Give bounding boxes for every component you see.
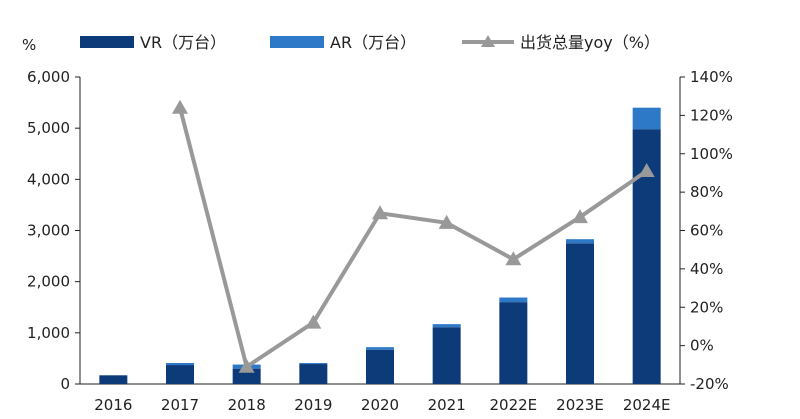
bar-vr bbox=[566, 243, 594, 384]
x-axis: 2016 2017 2018 2019 2020 2021 2022E 2023E 2024E bbox=[80, 383, 680, 414]
right-tick-label: 120% bbox=[690, 106, 733, 124]
x-tick-label: 2018 bbox=[228, 396, 266, 414]
left-tick-label: 3,000 bbox=[27, 222, 70, 240]
left-tick-label: 0 bbox=[60, 375, 70, 393]
x-tick-label: 2019 bbox=[294, 396, 332, 414]
legend-label-yoy: 出货总量yoy（%） bbox=[520, 33, 660, 52]
legend-swatch-ar bbox=[270, 36, 324, 48]
legend: VR（万台） AR（万台） 出货总量yoy（%） bbox=[80, 33, 660, 52]
bar-ar bbox=[432, 324, 461, 328]
x-tick-label: 2022E bbox=[490, 396, 538, 414]
bar-vr bbox=[499, 302, 528, 384]
bar-ar bbox=[566, 239, 594, 244]
bar-vr bbox=[299, 364, 328, 384]
yoy-point bbox=[505, 251, 522, 266]
legend-swatch-vr bbox=[80, 36, 134, 48]
legend-label-ar: AR（万台） bbox=[330, 33, 416, 52]
bar-vr bbox=[432, 327, 461, 384]
right-tick-label: 60% bbox=[690, 222, 723, 240]
left-tick-label: 2,000 bbox=[27, 273, 70, 291]
x-tick-label: 2020 bbox=[361, 396, 399, 414]
yoy-line-series bbox=[172, 99, 655, 373]
yoy-point bbox=[638, 163, 655, 178]
right-tick-label: 0% bbox=[690, 337, 714, 355]
right-tick-label: 140% bbox=[690, 68, 733, 86]
legend-marker-yoy bbox=[481, 35, 495, 47]
bar-vr bbox=[366, 349, 394, 384]
left-tick-label: 1,000 bbox=[27, 324, 70, 342]
left-axis: 0 1,000 2,000 3,000 4,000 5,000 6,000 bbox=[27, 68, 81, 393]
bar-ar bbox=[499, 297, 528, 303]
x-tick-label: 2024E bbox=[623, 396, 671, 414]
bar-series bbox=[99, 107, 661, 384]
x-tick-label: 2017 bbox=[161, 396, 199, 414]
bar-vr bbox=[99, 375, 128, 384]
x-tick-label: 2021 bbox=[428, 396, 466, 414]
right-tick-label: 20% bbox=[690, 298, 723, 316]
legend-label-vr: VR（万台） bbox=[140, 33, 226, 52]
left-tick-label: 5,000 bbox=[27, 119, 70, 137]
bar-ar bbox=[166, 363, 194, 366]
yoy-point bbox=[438, 214, 455, 229]
x-tick-label: 2023E bbox=[556, 396, 604, 414]
yoy-point bbox=[372, 205, 388, 220]
right-tick-label: 80% bbox=[690, 183, 723, 201]
yoy-point bbox=[238, 358, 255, 373]
right-tick-label: -20% bbox=[690, 375, 729, 393]
bar-ar bbox=[299, 363, 328, 365]
bar-ar bbox=[632, 107, 661, 130]
bar-ar bbox=[366, 347, 394, 350]
right-tick-label: 100% bbox=[690, 145, 733, 163]
right-tick-label: 40% bbox=[690, 260, 723, 278]
left-tick-label: 4,000 bbox=[27, 170, 70, 188]
right-axis: -20% 0% 20% 40% 60% 80% 100% 120% 140% bbox=[679, 68, 733, 393]
yoy-line bbox=[178, 107, 648, 369]
x-tick-label: 2016 bbox=[94, 396, 132, 414]
bar-vr bbox=[166, 365, 194, 384]
left-tick-label: 6,000 bbox=[27, 68, 70, 86]
yoy-point bbox=[172, 99, 188, 114]
yoy-point bbox=[572, 209, 588, 224]
left-axis-unit: % bbox=[22, 36, 36, 54]
yoy-point bbox=[305, 314, 322, 329]
